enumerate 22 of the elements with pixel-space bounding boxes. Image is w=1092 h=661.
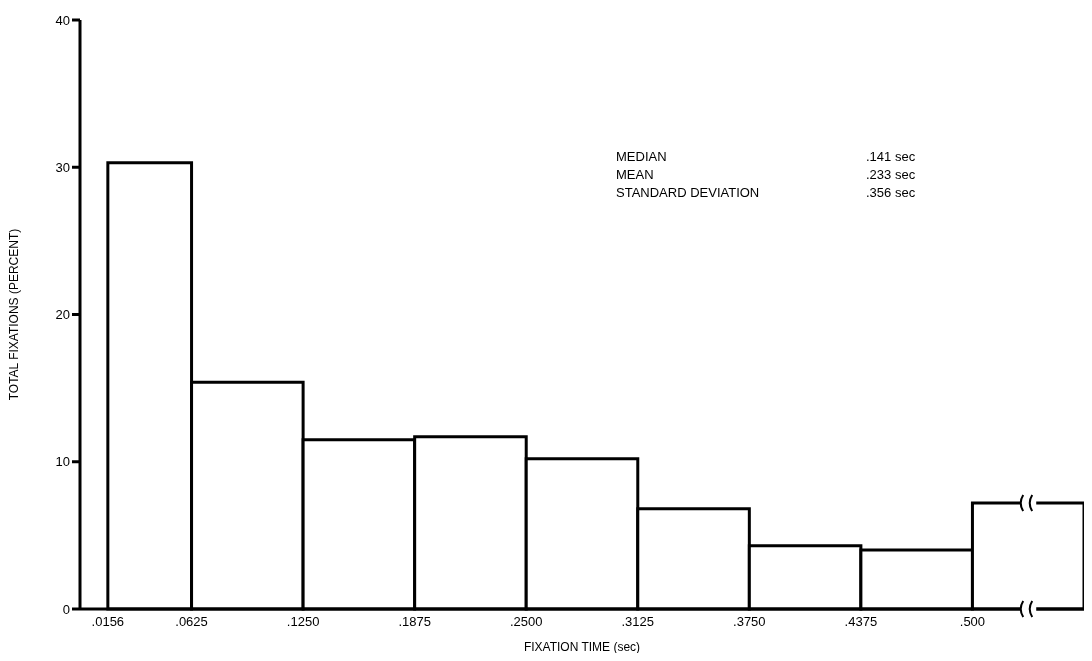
y-axis-title: TOTAL FIXATIONS (PERCENT) xyxy=(7,228,22,401)
x-tick-label: .0625 xyxy=(175,614,208,630)
x-tick-label: .2500 xyxy=(509,614,543,630)
annotation: MEDIAN xyxy=(616,148,668,166)
x-tick-label: .4375 xyxy=(844,614,878,630)
x-tick-label: .500 xyxy=(959,614,986,630)
annotation: .356 sec xyxy=(866,184,916,202)
annotation: .233 sec xyxy=(866,166,916,184)
x-tick-label: .0156 xyxy=(91,614,125,630)
y-tick-label: 40 xyxy=(55,12,70,28)
y-tick-label: 20 xyxy=(55,307,70,323)
x-tick-label: .1250 xyxy=(286,614,320,630)
x-tick-label: .3125 xyxy=(621,614,655,630)
annotation: STANDARD DEVIATION xyxy=(616,184,761,202)
y-tick-label: 30 xyxy=(55,159,70,175)
y-tick-label: 0 xyxy=(62,601,70,617)
annotation: MEAN xyxy=(616,166,655,184)
x-axis-title: FIXATION TIME (sec) xyxy=(523,640,641,654)
annotation: .141 sec xyxy=(866,148,916,166)
x-tick-label: .3750 xyxy=(733,614,766,630)
y-tick-label: 10 xyxy=(55,454,70,470)
x-tick-label: .1875 xyxy=(398,614,431,630)
